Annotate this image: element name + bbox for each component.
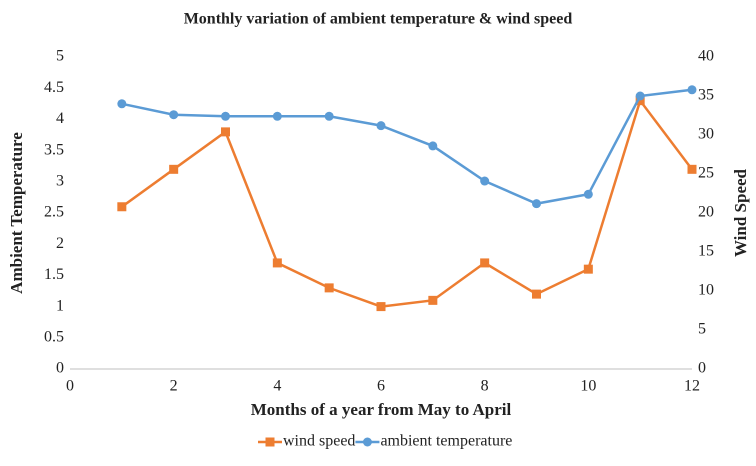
marker (532, 199, 541, 209)
marker (117, 99, 127, 109)
y2-tick-label: 30 (698, 126, 714, 143)
legend-marker (265, 437, 275, 447)
marker (532, 289, 541, 299)
y-tick-label: 3.5 (44, 141, 64, 158)
y-tick-label: 2.5 (44, 204, 64, 221)
y-tick-label: 0.5 (44, 328, 64, 345)
marker (117, 202, 127, 212)
marker (169, 110, 179, 120)
chart-title: Monthly variation of ambient temperature… (184, 11, 573, 28)
y-tick-label: 4.5 (44, 79, 64, 96)
x-tick-label: 2 (170, 378, 178, 395)
y-tick-label: 4 (56, 110, 64, 127)
marker (583, 189, 593, 199)
y-tick-label: 1.5 (44, 266, 64, 283)
x-axis-label: Months of a year from May to April (251, 400, 512, 419)
y-tick-label: 1 (56, 297, 64, 314)
y2-axis-label: Wind Speed (731, 168, 750, 257)
y-tick-label: 2 (56, 235, 64, 252)
marker (480, 258, 490, 268)
marker (324, 111, 334, 121)
marker (376, 302, 386, 312)
y-tick-label: 0 (56, 360, 64, 377)
legend-marker (362, 437, 372, 447)
x-tick-label: 8 (481, 378, 489, 395)
marker (221, 127, 230, 137)
y-tick-label: 5 (56, 48, 64, 65)
marker (687, 85, 697, 95)
y-axis-label: Ambient Temperature (7, 132, 26, 294)
marker (428, 141, 438, 151)
y2-tick-label: 0 (698, 360, 706, 377)
marker (272, 258, 282, 268)
x-tick-label: 0 (66, 378, 74, 395)
y2-tick-label: 10 (698, 282, 714, 299)
marker (583, 264, 593, 274)
x-tick-label: 12 (684, 378, 700, 395)
marker (376, 121, 386, 131)
y2-tick-label: 20 (698, 204, 714, 221)
y-tick-label: 3 (56, 172, 64, 189)
line (121, 88, 693, 205)
marker (480, 176, 490, 186)
marker (687, 164, 697, 174)
marker (635, 91, 645, 101)
marker (221, 111, 230, 121)
marker (428, 295, 438, 305)
marker (324, 283, 334, 293)
y2-tick-label: 15 (698, 243, 714, 260)
legend-label: wind speed (283, 433, 355, 450)
marker (635, 96, 645, 106)
y2-tick-label: 5 (698, 321, 706, 338)
line (121, 97, 693, 308)
y2-tick-label: 40 (698, 48, 714, 65)
x-tick-label: 6 (377, 378, 385, 395)
x-tick-label: 10 (580, 378, 596, 395)
legend-label: ambient temperature (380, 433, 512, 450)
y2-tick-label: 35 (698, 87, 714, 104)
marker (169, 164, 179, 174)
marker (272, 111, 282, 121)
x-tick-label: 4 (273, 378, 281, 395)
y2-tick-label: 25 (698, 165, 714, 182)
